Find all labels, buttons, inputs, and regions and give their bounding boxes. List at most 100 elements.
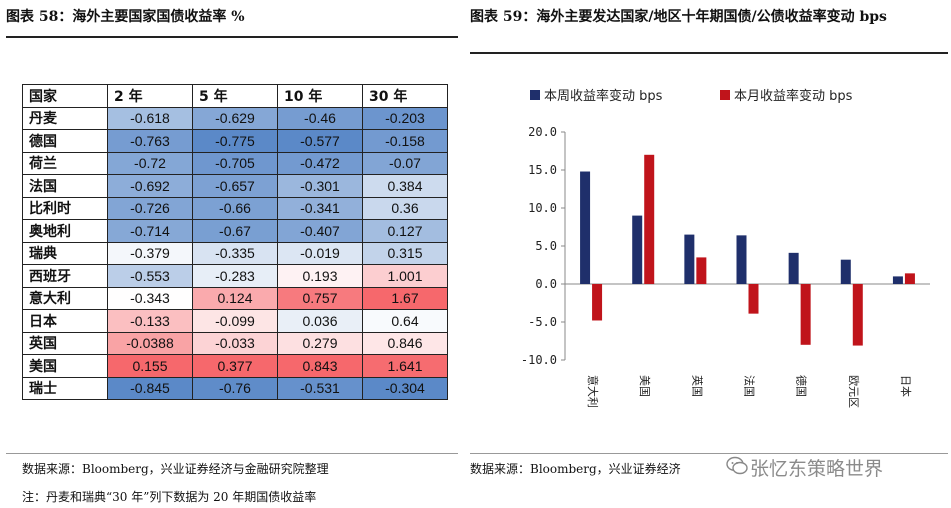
yield-cell: -0.133	[107, 309, 193, 333]
yield-change-chart: 本周收益率变动 bps 本月收益率变动 bps 20.0 15.0 10.0 5.0 0.0…	[521, 88, 930, 408]
yield-cell: -0.692	[107, 174, 193, 198]
country-cell: 英国	[22, 331, 108, 355]
country-cell: 比利时	[22, 196, 108, 220]
table-row: 比利时 -0.726 -0.66 -0.341 0.36	[22, 196, 448, 220]
yield-cell: -0.845	[107, 376, 193, 400]
legend-swatch	[530, 90, 540, 100]
country-cell: 日本	[22, 309, 108, 333]
bar	[904, 273, 915, 284]
yield-cell: 0.127	[362, 219, 448, 243]
column-header: 30 年	[362, 84, 448, 108]
category-label: 英国	[690, 375, 704, 397]
yield-cell: 0.315	[362, 241, 448, 265]
bar	[788, 252, 799, 284]
yield-cell: 1.67	[362, 286, 448, 310]
right-source-note: 数据来源：Bloomberg，兴业证券经济	[470, 462, 681, 476]
legend-label: 本月收益率变动 bps	[734, 88, 853, 104]
yield-cell: 0.384	[362, 174, 448, 198]
bar	[840, 259, 851, 284]
bar	[580, 171, 591, 284]
table-row: 西班牙 -0.553 -0.283 0.193 1.001	[22, 264, 448, 288]
category-label: 法国	[743, 375, 757, 397]
country-cell: 瑞典	[22, 241, 108, 265]
yield-cell: 0.279	[277, 331, 363, 355]
yield-cell: -0.775	[192, 129, 278, 153]
yield-cell: -0.714	[107, 219, 193, 243]
yield-cell: -0.531	[277, 376, 363, 400]
yield-cell: -0.553	[107, 264, 193, 288]
yield-cell: -0.099	[192, 309, 278, 333]
yield-cell: 1.001	[362, 264, 448, 288]
bar	[684, 234, 695, 284]
yield-cell: -0.726	[107, 196, 193, 220]
yield-cell: -0.341	[277, 196, 363, 220]
yield-cell: -0.577	[277, 129, 363, 153]
yield-cell: -0.76	[192, 376, 278, 400]
yield-cell: -0.763	[107, 129, 193, 153]
yield-cell: -0.033	[192, 331, 278, 355]
left-footnote: 注：丹麦和瑞典“30 年”列下数据为 20 年期国债收益率	[22, 490, 317, 504]
left-figure-title: 图表 58：海外主要国家国债收益率 %	[6, 9, 245, 25]
yield-cell: -0.203	[362, 106, 448, 130]
yield-cell: 0.155	[107, 354, 193, 378]
yield-cell: 0.757	[277, 286, 363, 310]
bar	[592, 284, 603, 321]
category-label: 日本	[899, 375, 913, 397]
table-row: 日本 -0.133 -0.099 0.036 0.64	[22, 309, 448, 333]
yield-cell: 0.036	[277, 309, 363, 333]
yield-cell: -0.283	[192, 264, 278, 288]
yield-cell: -0.618	[107, 106, 193, 130]
bar	[892, 276, 903, 284]
yield-cell: -0.379	[107, 241, 193, 265]
yield-cell: -0.158	[362, 129, 448, 153]
table-row: 法国 -0.692 -0.657 -0.301 0.384	[22, 174, 448, 198]
country-cell: 奥地利	[22, 219, 108, 243]
country-cell: 法国	[22, 174, 108, 198]
table-row: 奥地利 -0.714 -0.67 -0.407 0.127	[22, 219, 448, 243]
table-row: 英国 -0.0388 -0.033 0.279 0.846	[22, 331, 448, 355]
yield-cell: -0.67	[192, 219, 278, 243]
yield-cell: -0.705	[192, 151, 278, 175]
yield-cell: -0.0388	[107, 331, 193, 355]
yield-cell: -0.657	[192, 174, 278, 198]
y-tick-label: 15.0	[528, 163, 557, 177]
yield-cell: -0.472	[277, 151, 363, 175]
yield-cell: 1.641	[362, 354, 448, 378]
bar	[736, 235, 747, 284]
country-cell: 意大利	[22, 286, 108, 310]
column-header: 10 年	[277, 84, 363, 108]
table-row: 瑞典 -0.379 -0.335 -0.019 0.315	[22, 241, 448, 265]
category-label: 德国	[795, 375, 809, 397]
bar	[748, 284, 759, 314]
yield-cell: 0.843	[277, 354, 363, 378]
country-cell: 西班牙	[22, 264, 108, 288]
bar	[632, 215, 643, 284]
bar	[852, 284, 863, 346]
y-tick-label: 20.0	[528, 125, 557, 139]
bar	[800, 284, 811, 345]
country-cell: 瑞士	[22, 376, 108, 400]
table-row: 丹麦 -0.618 -0.629 -0.46 -0.203	[22, 106, 448, 130]
right-title-rule	[470, 52, 948, 54]
yield-cell: -0.407	[277, 219, 363, 243]
yield-cell: -0.019	[277, 241, 363, 265]
y-tick-label: 0.0	[535, 277, 557, 291]
yield-cell: 0.124	[192, 286, 278, 310]
left-bottom-rule	[6, 453, 458, 454]
legend-swatch	[720, 90, 730, 100]
yield-cell: 0.36	[362, 196, 448, 220]
yield-cell: -0.304	[362, 376, 448, 400]
country-cell: 荷兰	[22, 151, 108, 175]
category-label: 欧元区	[847, 375, 860, 408]
left-source-note: 数据来源：Bloomberg，兴业证券经济与金融研究院整理	[22, 462, 329, 476]
category-label: 美国	[638, 375, 651, 397]
country-cell: 美国	[22, 354, 108, 378]
category-label: 意大利	[586, 375, 600, 408]
yield-cell: 0.193	[277, 264, 363, 288]
y-tick-label: -10.0	[521, 353, 557, 367]
y-tick-label: -5.0	[528, 315, 557, 329]
legend-label: 本周收益率变动 bps	[544, 88, 663, 104]
table-row: 荷兰 -0.72 -0.705 -0.472 -0.07	[22, 151, 448, 175]
